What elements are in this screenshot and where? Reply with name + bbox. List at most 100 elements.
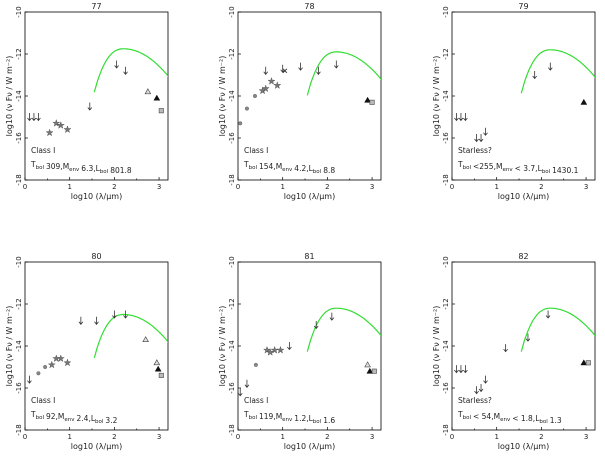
x-tick-label: 0	[450, 183, 454, 191]
param-subscript: bol	[313, 419, 322, 425]
y-axis-label: log10 (ν Fν / W m⁻²)	[5, 56, 14, 137]
y-tick-label: -14	[442, 340, 450, 352]
x-tick-label: 1	[67, 183, 71, 191]
x-tick-label: 0	[23, 183, 27, 191]
param-subscript: bol	[249, 415, 258, 421]
x-tick-label: 0	[236, 183, 240, 191]
y-tick-label: -18	[15, 424, 23, 435]
star-point	[56, 354, 65, 363]
x-tick-label: 3	[370, 433, 374, 441]
param-Tbol: <255,	[473, 162, 496, 171]
param-symbol: M	[63, 162, 69, 171]
class-label: Starless?	[458, 146, 492, 155]
y-tick-label: -14	[228, 90, 236, 102]
param-symbol: M	[496, 162, 502, 171]
upper-limit-point	[458, 365, 464, 374]
upper-limit-point	[478, 134, 484, 143]
filled-triangle-point	[580, 98, 588, 105]
model-sed-curve	[306, 51, 381, 96]
param-subscript: bol	[539, 419, 548, 425]
square-point	[371, 368, 377, 374]
filled-triangle-point	[153, 94, 161, 101]
y-tick-label: -18	[228, 424, 236, 435]
param-symbol: M	[276, 162, 282, 171]
upper-limit-point	[463, 113, 468, 122]
param-subscript: bol	[313, 169, 322, 175]
open-triangle-point	[144, 88, 152, 95]
open-triangle-point	[153, 359, 161, 366]
param-Menv: 4.2,	[294, 164, 308, 173]
upper-limit-point	[525, 333, 531, 342]
upper-limit-point	[112, 310, 117, 319]
upper-limit-point	[263, 66, 269, 75]
chart-title: 77	[91, 2, 101, 11]
param-Tbol: 92,	[46, 412, 58, 421]
class-label: Class I	[31, 146, 55, 155]
x-tick-label: 2	[325, 433, 329, 441]
params-annotation: Tbol <255,Menv < 3.7,Lbol 1430.1	[457, 160, 579, 175]
y-tick-label: -16	[15, 382, 23, 394]
param-Lbol: 8.8	[323, 166, 335, 175]
y-tick-label: -14	[228, 340, 236, 352]
param-symbol: L	[535, 414, 540, 423]
y-tick-label: -16	[15, 132, 23, 144]
star-point	[56, 121, 65, 129]
param-symbol: L	[538, 164, 543, 173]
param-subscript: bol	[36, 165, 45, 171]
y-axis-label: log10 (ν Fν / W m⁻²)	[218, 56, 227, 137]
x-tick-label: 3	[370, 183, 374, 191]
param-symbol: M	[58, 412, 64, 421]
param-subscript: env	[64, 417, 75, 423]
star-point	[276, 345, 285, 354]
x-tick-label: 1	[67, 433, 71, 441]
y-axis-label: log10 (ν Fν / W m⁻²)	[5, 306, 14, 387]
upper-limit-point	[483, 127, 488, 136]
y-tick-label: -14	[442, 90, 450, 102]
params-annotation: Tbol 92,Menv 2.4,Lbol 3.2	[30, 410, 118, 425]
open-triangle-point	[364, 361, 371, 368]
y-tick-label: -10	[228, 6, 236, 17]
param-subscript: bol	[463, 165, 472, 171]
chart-title: 80	[91, 252, 101, 261]
upper-limit-point	[313, 321, 319, 330]
star-point	[273, 81, 282, 89]
class-label: Class I	[244, 146, 268, 155]
class-label: Class I	[244, 396, 268, 405]
upper-limit-point	[548, 62, 553, 71]
y-tick-label: -12	[15, 298, 23, 309]
cross-point	[282, 68, 288, 74]
param-Tbol: 309,	[46, 162, 63, 171]
x-tick-label: 1	[280, 433, 284, 441]
param-subscript: bol	[100, 169, 109, 175]
upper-limit-point	[503, 344, 508, 353]
x-axis-label: log10 (λ/μm)	[284, 192, 335, 201]
param-subscript: env	[500, 417, 511, 423]
param-subscript: bol	[463, 415, 472, 421]
upper-limit-point	[36, 113, 41, 122]
circle-point	[252, 93, 257, 98]
model-sed-curve	[520, 307, 595, 352]
circle-point	[36, 371, 41, 376]
class-label: Starless?	[458, 396, 492, 405]
chart-title: 81	[304, 252, 314, 261]
param-subscript: bol	[36, 415, 45, 421]
x-tick-label: 3	[157, 183, 161, 191]
params-annotation: Tbol 119,Menv 1.2,Lbol 1.6	[243, 410, 335, 425]
param-symbol: T	[30, 410, 36, 419]
filled-triangle-point	[364, 96, 371, 103]
params-annotation: Tbol 309,Menv 6.3,Lbol 801.8	[30, 160, 132, 175]
model-sed-curve	[93, 48, 168, 93]
param-symbol: L	[309, 414, 314, 423]
model-sed-curve	[520, 49, 595, 94]
upper-limit-point	[287, 342, 292, 351]
y-tick-label: -12	[228, 298, 236, 309]
param-symbol: T	[243, 410, 249, 419]
star-point	[47, 360, 56, 369]
param-Menv: < 1.8,	[512, 414, 535, 423]
param-subscript: bol	[542, 169, 551, 175]
param-subscript: env	[282, 417, 293, 423]
chart-panel-80: 80 0 1 2 3 -18 -16 -14 -12 -10 log10 (λ/μm) log10 (…	[5, 252, 169, 451]
y-tick-label: -18	[442, 424, 450, 435]
param-Lbol: 1.6	[323, 416, 335, 425]
star-point	[63, 358, 72, 367]
